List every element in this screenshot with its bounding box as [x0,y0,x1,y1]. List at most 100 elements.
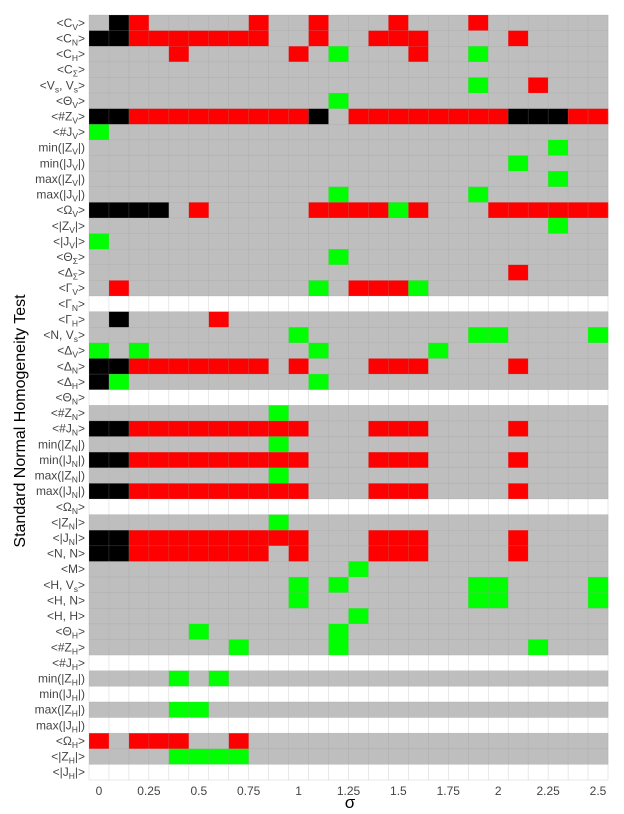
heatmap-cell [428,420,449,437]
heatmap-cell [568,327,589,344]
heatmap-cell [308,623,329,640]
heatmap-cell [288,452,309,469]
heatmap-cell [488,577,509,593]
heatmap-cell [268,155,289,172]
heatmap-cell [328,342,349,359]
heatmap-cell [368,530,389,547]
heatmap-cell [508,217,529,234]
heatmap-cell [228,327,249,344]
heatmap-cell [268,623,289,640]
heatmap-cell [168,701,190,718]
heatmap-cell [568,498,589,515]
y-tick-label: <ΘV> [56,94,85,110]
heatmap-cell [168,358,190,375]
heatmap-cell [348,233,369,250]
heatmap-cell [488,249,509,266]
heatmap-cell [128,264,150,281]
heatmap-cell [388,139,409,156]
heatmap-cell [168,108,190,125]
heatmap-cell [288,124,309,141]
heatmap-cell [408,280,429,297]
heatmap-cell [248,46,269,63]
heatmap-cell [188,701,210,718]
heatmap-cell [428,467,449,484]
heatmap-cell [488,686,509,703]
heatmap-cell [128,405,150,422]
heatmap-cell [588,701,609,718]
heatmap-cell [108,389,130,406]
heatmap-cell [248,30,269,47]
heatmap-cell [588,124,609,141]
heatmap-cell [128,748,150,765]
heatmap-cell [348,733,369,750]
heatmap-cell [388,436,409,453]
heatmap-cell [148,436,170,453]
heatmap-cell [408,764,429,781]
heatmap-cell [148,420,170,437]
heatmap-cell [428,358,449,375]
heatmap-cell [288,389,309,406]
heatmap-cell [388,155,409,172]
heatmap-cell [128,171,150,188]
heatmap-cell [528,264,549,281]
heatmap-cell [428,733,449,750]
heatmap-cell [468,249,489,266]
heatmap-cell [168,280,190,297]
y-tick-label: <|JH|> [53,765,85,781]
heatmap-cell [568,202,589,219]
heatmap-cell [448,514,469,531]
heatmap-cell [208,577,230,593]
heatmap-cell [408,670,429,687]
x-tick-label: 1.75 [437,784,461,798]
heatmap-cell [268,280,289,297]
heatmap-cell [448,108,469,125]
heatmap-cell [168,623,190,640]
heatmap-cell [428,311,449,328]
heatmap-cell [588,514,609,531]
heatmap-cell [368,327,389,344]
heatmap-cell [248,545,269,562]
heatmap-cell [168,436,190,453]
heatmap-cell [188,342,210,359]
y-tick-label: <N, Vs> [43,328,85,344]
heatmap-cell [588,452,609,469]
heatmap-cell [588,139,609,156]
heatmap-cell [408,389,429,406]
heatmap-cell [128,514,150,531]
y-tick-label: <ΔN> [57,359,85,375]
heatmap-cell [108,483,130,500]
heatmap-cell [488,155,509,172]
heatmap-cell [288,748,309,765]
heatmap-cell [348,764,369,781]
heatmap-cell [188,389,210,406]
heatmap-cell [308,311,329,328]
heatmap-cell [488,498,509,515]
heatmap-cell [388,748,409,765]
heatmap-cell [388,623,409,640]
heatmap-cell [108,374,130,390]
heatmap-cell [208,717,230,734]
heatmap-cell [448,420,469,437]
heatmap-cell [428,93,449,109]
heatmap-cell [268,202,289,219]
heatmap-cell [348,389,369,406]
heatmap-cell [588,108,609,125]
heatmap-cell [328,748,349,765]
heatmap-cell [208,592,230,609]
heatmap-cell [368,592,389,609]
heatmap-cell [428,264,449,281]
heatmap-cell [388,202,409,219]
heatmap-cell [89,280,110,297]
y-tick-label: <N, N> [47,547,85,561]
heatmap-cell [588,46,609,63]
heatmap-cell [168,171,190,188]
heatmap-cell [348,748,369,765]
heatmap-cell [548,77,569,94]
heatmap-cell [208,530,230,547]
heatmap-cell [488,452,509,469]
heatmap-cell [308,405,329,422]
heatmap-cell [128,655,150,672]
heatmap-cell [328,655,349,672]
heatmap-cell [568,655,589,672]
heatmap-cell [288,61,309,78]
